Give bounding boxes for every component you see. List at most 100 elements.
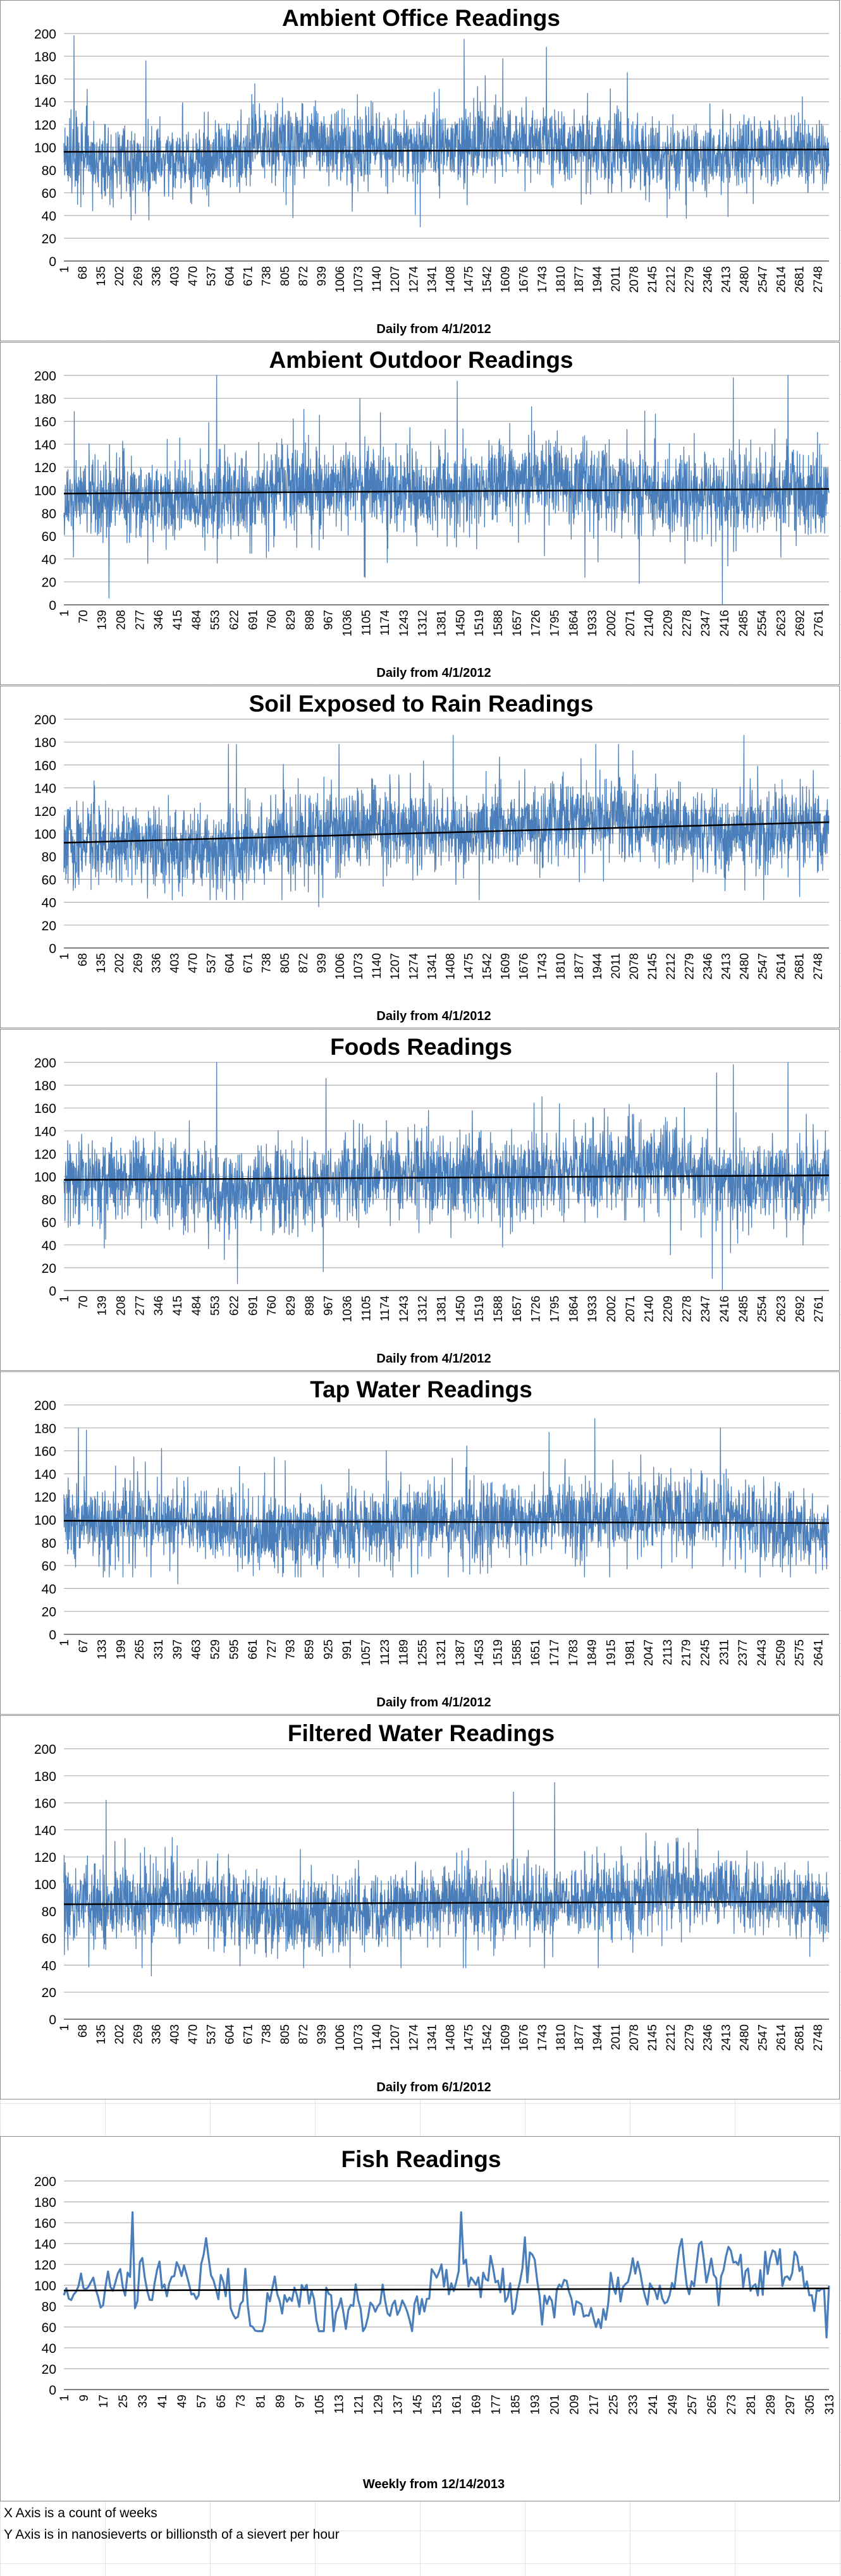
x-tick-label: 1174 — [379, 1296, 392, 1321]
y-tick-label: 120 — [34, 2258, 56, 2273]
x-tick-label: 2748 — [812, 953, 825, 980]
x-tick-label: 193 — [529, 2395, 543, 2415]
x-tick-label: 1810 — [555, 2024, 568, 2051]
y-tick-label: 40 — [42, 896, 56, 911]
x-tick-label: 671 — [242, 2024, 255, 2044]
x-tick-label: 135 — [95, 953, 108, 973]
x-tick-label: 2614 — [775, 953, 789, 980]
chart-svg: Soil Exposed to Rain Readings 0 20 40 60 80 10… — [34, 691, 830, 1023]
x-tick-label: 1381 — [436, 1296, 449, 1322]
y-tick-label: 100 — [34, 1878, 56, 1892]
x-tick-label: 1542 — [481, 953, 494, 980]
y-tick-label: 120 — [34, 805, 56, 819]
trend-line — [63, 1174, 830, 1181]
x-tick-label: 727 — [266, 1639, 279, 1660]
x-tick-label: 331 — [152, 1639, 166, 1660]
x-tick-label: 1588 — [492, 610, 505, 636]
x-tick-label: 209 — [568, 2395, 582, 2415]
y-tick-label: 180 — [34, 1770, 56, 1784]
chart-panel-2: Ambient Outdoor Readings 0 20 40 60 80 100 120 1… — [0, 342, 840, 685]
x-tick-label: 939 — [316, 953, 329, 973]
x-tick-label: 1 — [58, 2395, 71, 2402]
x-tick-label: 2347 — [699, 1296, 713, 1322]
y-tick-label: 20 — [42, 919, 56, 933]
x-tick-label: 991 — [341, 1639, 354, 1660]
y-tick-label: 160 — [34, 415, 56, 430]
x-tick-label: 1585 — [510, 1639, 524, 1666]
x-tick-label: 2002 — [605, 610, 618, 636]
x-tick-label: 1933 — [586, 610, 599, 636]
x-tick-label: 2761 — [813, 1296, 826, 1322]
x-tick-label: 1849 — [586, 1639, 599, 1666]
series-line — [63, 1418, 830, 1584]
x-tick-label: 1542 — [481, 2024, 494, 2051]
x-tick-label: 1588 — [492, 1296, 505, 1322]
x-tick-label: 1073 — [352, 953, 365, 980]
x-tick-label: 2748 — [812, 2024, 825, 2051]
x-tick-label: 161 — [451, 2395, 464, 2415]
x-tick-label: 2113 — [661, 1639, 675, 1665]
x-tick-label: 2748 — [812, 266, 825, 293]
x-tick-label: 2140 — [643, 610, 656, 636]
x-tick-label: 403 — [168, 953, 181, 973]
x-tick-label: 604 — [224, 953, 237, 973]
trend-line — [63, 488, 830, 495]
y-tick-label: 40 — [42, 1582, 56, 1596]
x-tick-label: 2413 — [720, 2024, 733, 2051]
x-tick-label: 2279 — [683, 2024, 696, 2051]
x-tick-label: 105 — [313, 2395, 326, 2415]
x-tick-label: 1123 — [379, 1639, 392, 1665]
y-tick-label: 0 — [49, 1628, 56, 1643]
x-tick-label: 70 — [77, 610, 90, 623]
x-tick-label: 1475 — [463, 266, 476, 293]
x-tick-label: 269 — [132, 953, 145, 973]
x-tick-label: 1676 — [518, 2024, 531, 2051]
y-tick-label: 120 — [34, 1850, 56, 1865]
y-tick-label: 20 — [42, 1261, 56, 1276]
series-line — [63, 2211, 830, 2339]
x-tick-label: 57 — [195, 2395, 209, 2408]
x-tick-label: 67 — [77, 1639, 90, 1653]
x-tick-label: 305 — [804, 2395, 817, 2415]
x-tick-label: 403 — [168, 266, 181, 286]
x-tick-label: 2413 — [720, 953, 733, 980]
x-tick-label: 1944 — [591, 266, 605, 293]
x-tick-label: 2480 — [739, 266, 752, 293]
y-tick-label: 80 — [42, 2300, 56, 2314]
y-tick-label: 80 — [42, 850, 56, 865]
x-tick-label: 537 — [206, 2024, 219, 2044]
x-tick-label: 1006 — [334, 266, 347, 293]
chart-panel-1: Ambient Office Readings 0 20 40 60 80 100 120 14… — [0, 0, 840, 341]
x-tick-label: 1381 — [436, 610, 449, 636]
x-tick-label: 691 — [247, 610, 260, 630]
series-line — [63, 375, 830, 605]
y-tick-label: 80 — [42, 164, 56, 178]
x-tick-label: 805 — [279, 266, 292, 286]
x-tick-label: 169 — [470, 2395, 484, 2415]
y-tick-label: 200 — [34, 369, 56, 384]
series-line — [63, 35, 830, 228]
x-tick-label: 2002 — [605, 1296, 618, 1322]
y-tick-label: 100 — [34, 484, 56, 499]
x-tick-label: 1006 — [334, 953, 347, 980]
x-tick-label: 829 — [285, 1296, 298, 1316]
x-tick-label: 1036 — [341, 1296, 354, 1322]
x-tick-label: 1609 — [500, 266, 513, 293]
x-tick-label: 2071 — [624, 610, 637, 636]
x-tick-label: 336 — [150, 953, 163, 973]
x-tick-label: 281 — [745, 2395, 758, 2415]
x-tick-label: 68 — [77, 953, 90, 966]
x-tick-label: 233 — [627, 2395, 641, 2415]
x-tick-label: 859 — [304, 1639, 317, 1660]
x-tick-label: 269 — [132, 266, 145, 286]
x-tick-label: 1743 — [536, 266, 549, 293]
x-tick-label: 604 — [224, 2024, 237, 2044]
y-tick-label: 160 — [34, 1102, 56, 1116]
x-tick-label: 133 — [96, 1639, 109, 1660]
x-tick-label: 277 — [133, 1296, 147, 1316]
y-tick-label: 180 — [34, 736, 56, 750]
x-tick-label: 2011 — [610, 266, 623, 292]
x-tick-label: 1321 — [435, 1639, 448, 1666]
y-tick-label: 40 — [42, 1959, 56, 1973]
x-tick-label: 537 — [206, 953, 219, 973]
